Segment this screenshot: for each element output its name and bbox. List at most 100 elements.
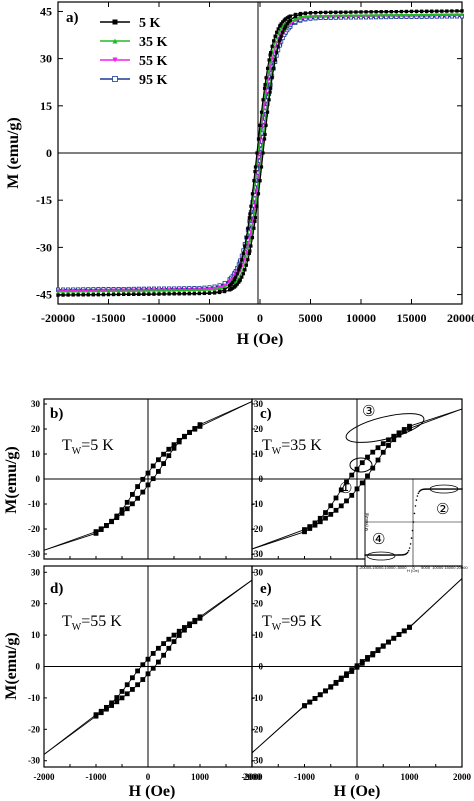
series-2-point (248, 235, 252, 239)
panel-d-point (130, 675, 135, 681)
panel-b-point (166, 446, 172, 452)
series-0-point (445, 9, 449, 13)
panel-b-point (171, 445, 177, 451)
panel-d-point (140, 662, 146, 668)
legend-marker-1 (112, 38, 118, 44)
series-0-point (409, 9, 414, 14)
inset-point (461, 488, 463, 490)
series-0-point (223, 287, 227, 292)
series-0-point (255, 151, 259, 155)
panel-c-point (354, 466, 360, 472)
panel-b-point (130, 492, 135, 497)
series-0-point (76, 293, 80, 297)
panel-b-label: b) (50, 406, 63, 422)
series-0-point (281, 30, 285, 34)
series-0-point (278, 37, 282, 41)
series-1-point (344, 13, 348, 17)
panel-a-label: a) (66, 10, 79, 26)
bottom-xlabel-right: H (Oe) (334, 783, 381, 800)
series-1-point (61, 290, 65, 294)
panel-a: -20000 -15000 -10000 -5000 0 5000 10000 15000 20… (5, 1, 474, 348)
panel-c-point (386, 443, 391, 448)
series-0-point (232, 278, 236, 282)
panel-d-point (156, 659, 161, 665)
series-0-point (344, 10, 348, 14)
series-0-point (268, 90, 272, 94)
legend-label-2: 55 K (139, 54, 168, 69)
panel-d-tw: TW=55 K (62, 613, 122, 633)
panel-c-ytick-label: 0 (259, 474, 264, 484)
series-0-point (247, 216, 251, 220)
panel-e-xtick-label: 0 (355, 772, 360, 782)
series-1-point (91, 289, 95, 294)
panel-b-point (161, 451, 166, 457)
panel-c-point (317, 515, 323, 521)
inset-point (415, 499, 418, 501)
panel-c-point (370, 449, 376, 455)
series-0-point (262, 137, 267, 141)
series-0-point (268, 53, 272, 57)
series-1-point (404, 13, 409, 17)
series-0-point (420, 9, 424, 13)
series-0-point (223, 289, 227, 294)
inset-xlabel: H (Oe) (407, 568, 420, 573)
series-0-point (264, 76, 268, 80)
series-0-point (122, 292, 126, 297)
series-0-point (253, 219, 257, 223)
grid-ticks: -30 -20 -10 0 10 20 30 -30 -20 -10 0 10 20 30 -30 -20 -1… (28, 399, 472, 782)
panel-b-point (156, 457, 161, 463)
series-0-point (379, 10, 383, 14)
panel-e-ytick-label: 20 (254, 599, 264, 609)
series-0-point (252, 226, 256, 230)
series-1-point (455, 12, 459, 16)
panel-a-xlabel: H (Oe) (237, 331, 284, 348)
bottom-ylabel-top: M(emu/g) (3, 446, 20, 514)
series-2-point (244, 251, 248, 255)
panel-e-point (407, 624, 412, 630)
series-0-point (389, 10, 393, 14)
series-0-point (81, 293, 85, 297)
series-0-point (303, 11, 308, 15)
panel-d-xtick-label: 1000 (191, 772, 210, 782)
panel-c-point (391, 437, 397, 443)
inset-point (417, 492, 420, 495)
inset-xtick-label: -5000 (396, 565, 407, 570)
series-1-point (81, 290, 85, 294)
panel-c-point (375, 457, 381, 463)
panel-d-ytick-label: 10 (31, 630, 41, 640)
series-0-point (142, 292, 146, 296)
series-0-point (369, 10, 373, 14)
panel-d: d) TW=55 K (43, 565, 253, 768)
series-0-point (147, 292, 151, 296)
series-1-point (279, 26, 283, 30)
series-1-point (187, 288, 191, 293)
series-0-point (212, 290, 217, 295)
panel-a-xtick-label: -20000 (41, 311, 75, 325)
series-1-point (334, 13, 338, 17)
panel-b-point (156, 469, 161, 474)
series-0-point (137, 292, 141, 296)
panel-d-point (176, 633, 182, 638)
series-1-point (313, 14, 318, 18)
panel-b-line-right-b (199, 401, 253, 426)
panel-c-ytick-label: 30 (254, 399, 264, 409)
panel-a-ytick-label: -45 (36, 288, 52, 302)
panel-d-point (171, 632, 177, 638)
series-0-point (287, 20, 291, 24)
panel-c-point (365, 473, 370, 479)
inset-ellipse-2 (429, 484, 459, 494)
series-0-point (450, 9, 454, 13)
panel-e-ytick-label: -10 (251, 693, 263, 703)
panel-d-ytick-label: -20 (28, 724, 40, 734)
series-0-point (308, 11, 313, 15)
series-0-point (349, 10, 353, 14)
series-0-point (229, 282, 233, 286)
panel-e-point (307, 699, 313, 705)
series-0-point (244, 263, 248, 267)
panel-c-point (344, 479, 349, 485)
series-1-point (147, 289, 151, 293)
panel-e-point (386, 639, 391, 645)
series-1-point (329, 13, 333, 18)
series-0-point (258, 123, 262, 127)
series-0-point (56, 293, 60, 297)
